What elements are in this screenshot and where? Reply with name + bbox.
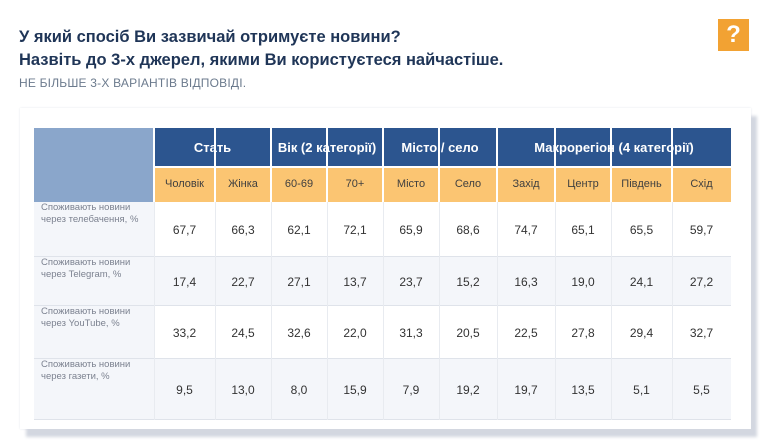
row-label-line2: через YouTube, % xyxy=(41,318,120,329)
column-divider xyxy=(383,202,384,420)
column-divider xyxy=(154,202,155,420)
group-header: Місто / село xyxy=(383,128,497,166)
row-label-line2: через газети, % xyxy=(41,371,110,382)
row-label-line2: через телебачення, % xyxy=(41,214,139,225)
table-cell: 65,5 xyxy=(611,202,672,257)
table-cell: 62,1 xyxy=(271,202,327,257)
subgroup-header: Село xyxy=(439,166,497,202)
subgroup-header: Центр xyxy=(555,166,611,202)
table-cell: 32,6 xyxy=(271,306,327,359)
table-cell: 13,7 xyxy=(327,257,383,306)
table-cell: 5,1 xyxy=(611,359,672,420)
header-divider xyxy=(438,128,440,202)
table-cell: 19,7 xyxy=(497,359,555,420)
row-label: Споживають новини через газети, % xyxy=(34,359,154,420)
table-cell: 8,0 xyxy=(271,359,327,420)
table-cell: 7,9 xyxy=(383,359,439,420)
row-label-line2: через Telegram, % xyxy=(41,269,122,280)
table-cell: 33,2 xyxy=(154,306,215,359)
row-label-line1: Споживають новини xyxy=(41,359,131,370)
column-divider xyxy=(439,202,440,420)
table-cell: 65,1 xyxy=(555,202,611,257)
header-divider xyxy=(154,166,731,168)
table-cell: 22,7 xyxy=(215,257,271,306)
table-cell: 72,1 xyxy=(327,202,383,257)
column-divider xyxy=(215,202,216,420)
row-label: Споживають новини через телебачення, % xyxy=(34,202,154,257)
column-divider xyxy=(497,202,498,420)
table-cell: 74,7 xyxy=(497,202,555,257)
header-divider xyxy=(326,128,328,202)
row-label-line1: Споживають новини xyxy=(41,257,131,268)
row-divider xyxy=(34,305,731,306)
table-cell: 19,0 xyxy=(555,257,611,306)
table-cell: 67,7 xyxy=(154,202,215,257)
header-divider xyxy=(610,128,612,202)
subgroup-header: 70+ xyxy=(327,166,383,202)
subgroup-header: 60-69 xyxy=(271,166,327,202)
table-cell: 20,5 xyxy=(439,306,497,359)
column-divider xyxy=(555,202,556,420)
row-divider xyxy=(34,358,731,359)
header-divider xyxy=(153,128,155,202)
question-title-line2: Назвіть до 3-х джерел, якими Ви користує… xyxy=(19,51,504,69)
table-cell: 31,3 xyxy=(383,306,439,359)
subgroup-header: Південь xyxy=(611,166,672,202)
results-table: Стать Чоловік Жінка Вік (2 категорії) 60-69 7… xyxy=(34,128,731,420)
subgroup-header: Схід xyxy=(672,166,731,202)
table-cell: 16,3 xyxy=(497,257,555,306)
table-cell: 29,4 xyxy=(611,306,672,359)
table-cell: 32,7 xyxy=(672,306,731,359)
column-divider xyxy=(327,202,328,420)
table-cell: 15,9 xyxy=(327,359,383,420)
subgroup-header: Місто xyxy=(383,166,439,202)
table-cell: 65,9 xyxy=(383,202,439,257)
table-cell: 24,1 xyxy=(611,257,672,306)
table-cell: 19,2 xyxy=(439,359,497,420)
row-divider xyxy=(34,256,731,257)
table-cell: 27,8 xyxy=(555,306,611,359)
header-divider xyxy=(496,128,498,202)
column-divider xyxy=(611,202,612,420)
table-cell: 27,2 xyxy=(672,257,731,306)
table-cell: 66,3 xyxy=(215,202,271,257)
table-cell: 24,5 xyxy=(215,306,271,359)
table-cell: 15,2 xyxy=(439,257,497,306)
group-header: Макрорегіон (4 категорії) xyxy=(497,128,731,166)
subgroup-header: Чоловік xyxy=(154,166,215,202)
column-divider xyxy=(672,202,673,420)
row-label-line1: Споживають новини xyxy=(41,202,131,213)
header-divider xyxy=(554,128,556,202)
table-cell: 9,5 xyxy=(154,359,215,420)
table-cell: 27,1 xyxy=(271,257,327,306)
question-mark-icon: ? xyxy=(718,19,749,51)
table-cell: 17,4 xyxy=(154,257,215,306)
subgroup-header: Захід xyxy=(497,166,555,202)
header-divider xyxy=(382,128,384,202)
header-divider xyxy=(270,128,272,202)
table-cell: 23,7 xyxy=(383,257,439,306)
row-divider xyxy=(34,419,731,420)
subgroup-header: Жінка xyxy=(215,166,271,202)
header-divider xyxy=(671,128,673,202)
table-cell: 5,5 xyxy=(672,359,731,420)
column-divider xyxy=(271,202,272,420)
row-label: Споживають новини через Telegram, % xyxy=(34,257,154,306)
table-cell: 22,0 xyxy=(327,306,383,359)
table-cell: 13,5 xyxy=(555,359,611,420)
table-cell: 68,6 xyxy=(439,202,497,257)
results-panel: Стать Чоловік Жінка Вік (2 категорії) 60-69 7… xyxy=(20,108,751,429)
row-label-line1: Споживають новини xyxy=(41,306,131,317)
table-cell: 13,0 xyxy=(215,359,271,420)
question-title-line1: У який спосіб Ви зазвичай отримуєте нови… xyxy=(19,28,401,46)
row-label: Споживають новини через YouTube, % xyxy=(34,306,154,359)
header-divider xyxy=(214,128,216,202)
group-header: Стать xyxy=(154,128,271,166)
answer-limit-note: НЕ БІЛЬШЕ 3-Х ВАРІАНТІВ ВІДПОВІДІ. xyxy=(19,76,247,90)
table-cell: 59,7 xyxy=(672,202,731,257)
header-corner xyxy=(34,128,154,202)
table-cell: 22,5 xyxy=(497,306,555,359)
